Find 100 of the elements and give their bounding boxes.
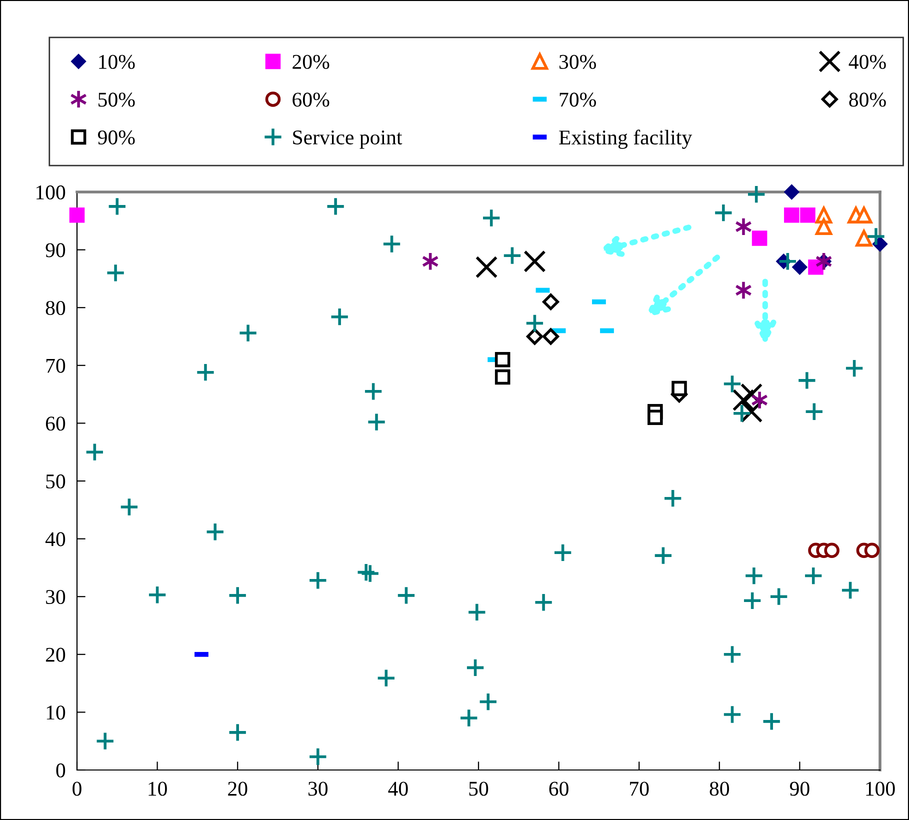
y-tick-label: 90 xyxy=(46,243,66,258)
point xyxy=(106,263,126,283)
y-tick-label: 70 xyxy=(46,358,66,373)
point xyxy=(732,388,755,412)
point xyxy=(672,380,687,396)
x-tick-label: 10 xyxy=(148,782,167,796)
x-tick-label: 40 xyxy=(388,782,408,796)
point xyxy=(722,374,742,394)
point xyxy=(69,207,85,223)
point xyxy=(840,580,860,600)
point xyxy=(648,410,663,426)
point xyxy=(663,488,683,508)
point xyxy=(494,352,510,368)
point xyxy=(360,564,380,584)
point xyxy=(792,260,808,275)
point xyxy=(769,586,789,606)
point xyxy=(797,370,817,390)
point xyxy=(308,746,328,766)
x-tick-label: 90 xyxy=(790,782,810,796)
point xyxy=(308,570,328,590)
legend-label: 90% xyxy=(98,130,135,145)
point xyxy=(744,566,764,586)
point xyxy=(524,313,544,333)
legend-label: 50% xyxy=(98,92,135,107)
point xyxy=(524,250,546,272)
point xyxy=(475,256,498,278)
point xyxy=(376,668,396,688)
legend-label: 70% xyxy=(560,92,596,107)
point xyxy=(815,218,832,236)
point xyxy=(542,328,560,345)
point xyxy=(478,692,498,712)
point xyxy=(740,383,763,406)
point xyxy=(467,602,487,622)
y-tick-label: 50 xyxy=(46,474,66,488)
point xyxy=(196,362,216,382)
x-tick-label: 20 xyxy=(228,782,248,796)
point xyxy=(84,442,104,462)
point xyxy=(228,722,248,742)
point xyxy=(784,207,800,223)
point xyxy=(466,658,486,678)
x-tick-label: 80 xyxy=(710,782,730,796)
point xyxy=(364,382,384,402)
legend-label: Existing facility xyxy=(559,130,692,149)
point xyxy=(856,206,872,224)
x-tick-label: 100 xyxy=(866,782,895,796)
legend-label: Service point xyxy=(293,130,402,149)
point xyxy=(95,731,115,751)
legend-label: 80% xyxy=(849,92,886,107)
point xyxy=(553,542,573,562)
x-tick-label: 50 xyxy=(469,782,488,796)
point xyxy=(148,585,168,605)
point xyxy=(228,586,248,606)
point xyxy=(752,230,768,246)
point xyxy=(238,323,258,343)
point xyxy=(653,546,673,566)
point xyxy=(494,369,510,385)
point xyxy=(740,400,763,423)
legend-label: 20% xyxy=(292,54,330,69)
point xyxy=(119,497,139,517)
point xyxy=(762,712,782,732)
point xyxy=(778,252,798,272)
x-tick-label: 30 xyxy=(308,782,328,796)
legend-label: 60% xyxy=(292,92,330,107)
point xyxy=(714,203,734,223)
y-tick-label: 100 xyxy=(36,185,66,200)
point xyxy=(804,402,824,422)
y-tick-label: 30 xyxy=(46,590,66,604)
point xyxy=(382,234,402,254)
point xyxy=(742,590,762,610)
point xyxy=(107,196,127,216)
point xyxy=(396,586,416,606)
point xyxy=(866,226,886,246)
point xyxy=(534,592,554,612)
point xyxy=(746,184,766,204)
point xyxy=(459,708,479,728)
point xyxy=(722,644,742,664)
y-tick-label: 10 xyxy=(46,706,66,720)
point xyxy=(356,562,376,582)
x-tick-label: 70 xyxy=(630,782,649,796)
point xyxy=(824,542,840,558)
legend-label: 30% xyxy=(559,54,596,69)
y-tick-label: 0 xyxy=(56,763,66,778)
point xyxy=(205,522,225,542)
legend-label: 10% xyxy=(99,54,135,69)
x-tick-label: 60 xyxy=(549,782,568,796)
point xyxy=(800,207,816,223)
point xyxy=(542,294,560,310)
point xyxy=(326,196,346,216)
y-tick-label: 40 xyxy=(45,532,66,546)
x-tick-label: 0 xyxy=(72,782,82,796)
y-tick-label: 60 xyxy=(46,416,66,431)
point xyxy=(856,230,872,247)
point xyxy=(526,328,543,345)
y-tick-label: 80 xyxy=(46,300,66,316)
point xyxy=(864,542,880,558)
point xyxy=(366,412,386,432)
point xyxy=(784,184,800,200)
point xyxy=(502,246,522,266)
y-tick-label: 20 xyxy=(46,648,66,662)
point xyxy=(732,404,752,424)
